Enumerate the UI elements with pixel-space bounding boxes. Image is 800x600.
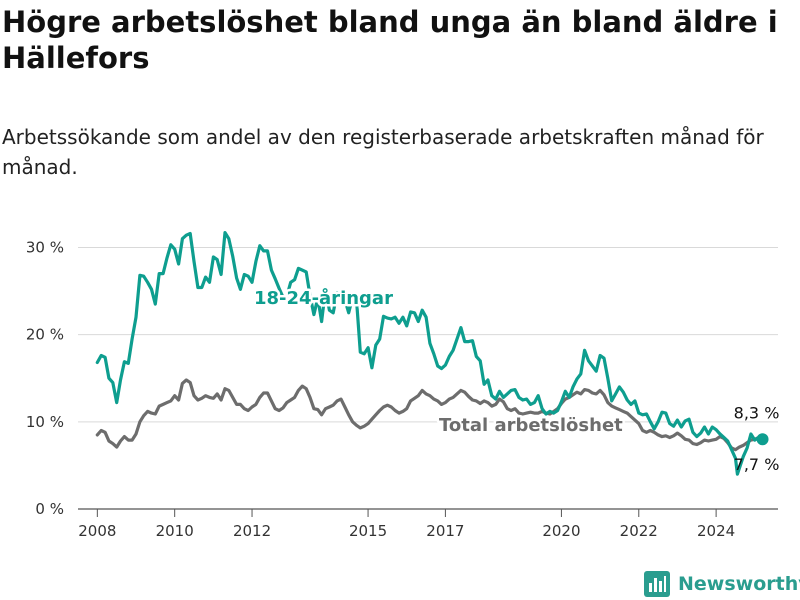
series-line-youth (95, 231, 765, 476)
end-point-marker (756, 433, 769, 446)
series-label-youth: 18-24-åringar (254, 287, 393, 309)
chart-subtitle: Arbetssökande som andel av den registerb… (2, 125, 764, 179)
x-tick-label: 2012 (233, 522, 271, 540)
brand-logo: Newsworthy (644, 569, 800, 599)
x-tick-label: 2015 (349, 522, 387, 540)
x-axis-ticks: 2008 2010 2012 2015 2017 2020 2022 2024 (78, 509, 735, 540)
brand-name: Newsworthy (678, 573, 800, 595)
series-label-total: Total arbetslöshet (439, 415, 623, 436)
chart-title: Högre arbetslöshet bland unga än bland ä… (2, 5, 778, 75)
bar-chart-logo-icon (644, 571, 670, 597)
x-tick-label: 2008 (78, 522, 116, 540)
x-tick-label: 2017 (426, 522, 464, 540)
y-tick-label: 20 % (26, 326, 64, 344)
y-tick-label: 10 % (26, 413, 64, 431)
series-line-total (95, 378, 765, 452)
x-tick-label: 2024 (697, 522, 735, 540)
y-tick-label: 30 % (26, 238, 64, 256)
y-tick-label: 0 % (35, 500, 64, 518)
y-axis-ticks: 0 % 10 % 20 % 30 % (26, 238, 64, 518)
end-value-label-total: 8,3 % (734, 404, 780, 423)
x-tick-label: 2022 (620, 522, 658, 540)
grid-lines (78, 246, 778, 510)
series-lines (95, 231, 765, 476)
end-value-label-youth: 7,7 % (734, 455, 780, 474)
x-tick-label: 2020 (542, 522, 580, 540)
x-tick-label: 2010 (156, 522, 194, 540)
